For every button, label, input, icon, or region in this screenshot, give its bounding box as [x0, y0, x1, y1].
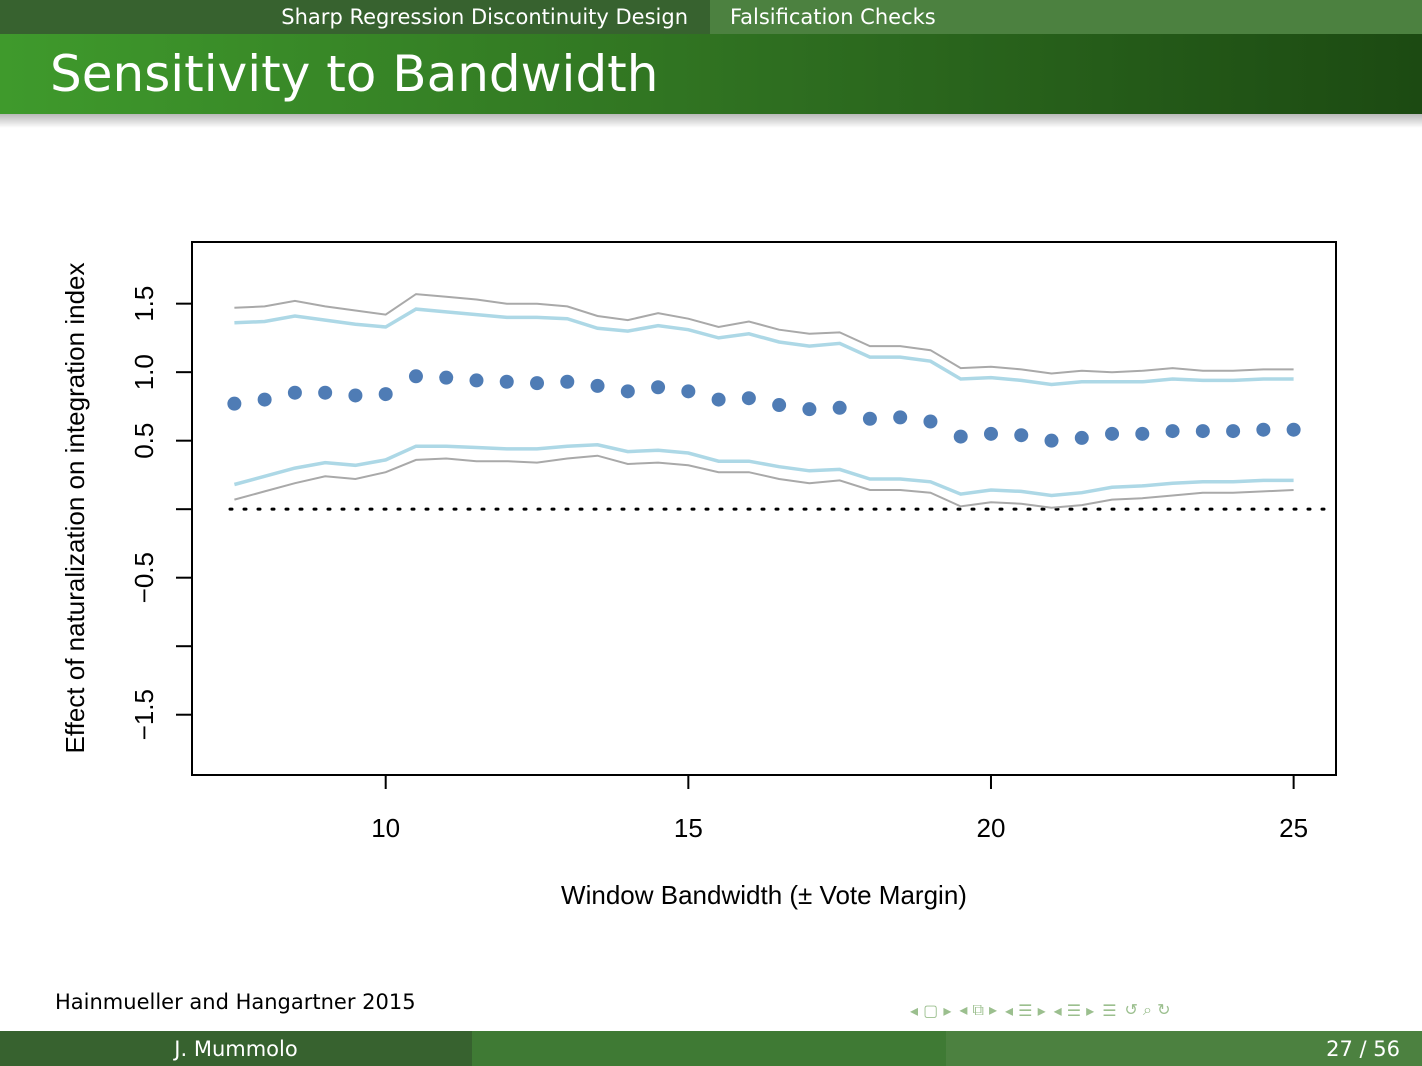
beamer-navigation-controls: ◂ ▢ ▸ ◂ ⧉ ▸ ◂ ☰ ▸ ◂ ☰ ▸ ☰ ↺ ⌕ ↻: [910, 996, 1380, 1024]
ci90-upper-line: [234, 307, 1294, 387]
estimate-point: [862, 411, 877, 426]
estimate-point: [1256, 422, 1271, 437]
estimate-point: [620, 384, 635, 399]
estimate-point: [1074, 430, 1089, 445]
x-tick-label: 20: [977, 813, 1006, 843]
estimate-point: [378, 387, 393, 402]
estimate-point: [711, 392, 726, 407]
title-bar: Sensitivity to Bandwidth: [0, 34, 1422, 114]
y-tick-label: 1.0: [129, 354, 159, 390]
search-back-icon[interactable]: ↺ ⌕ ↻: [1124, 1000, 1171, 1019]
estimate-point: [983, 426, 998, 441]
document-outline-icon[interactable]: ☰: [1102, 1000, 1117, 1020]
y-tick-label: −1.5: [129, 689, 159, 740]
estimate-point: [499, 374, 514, 389]
estimate-point: [1165, 424, 1180, 439]
estimate-point: [408, 369, 423, 384]
frame-back-icon[interactable]: ◂ ▢ ▸: [910, 1000, 952, 1020]
x-tick-label: 15: [674, 813, 703, 843]
estimate-point: [1135, 426, 1150, 441]
estimate-point: [1105, 426, 1120, 441]
section-back-icon[interactable]: ◂ ☰ ▸: [1005, 1000, 1046, 1020]
estimate-point: [953, 429, 968, 444]
estimate-point: [832, 400, 847, 415]
nav-section[interactable]: Sharp Regression Discontinuity Design: [0, 0, 710, 34]
y-tick-label: 0.5: [129, 423, 159, 459]
ci95-lower-line: [234, 454, 1294, 509]
estimate-point: [318, 385, 333, 400]
y-tick-label: −0.5: [129, 552, 159, 603]
x-axis-label: Window Bandwidth (± Vote Margin): [561, 880, 967, 910]
footer-page-number: 27 / 56: [946, 1031, 1422, 1066]
estimate-point: [590, 378, 605, 393]
source-citation: Hainmueller and Hangartner 2015: [55, 990, 416, 1014]
estimate-point: [439, 370, 454, 385]
subsection-back-icon[interactable]: ◂ ⧉ ▸: [959, 1000, 998, 1019]
estimate-point: [1195, 424, 1210, 439]
estimate-point: [1226, 424, 1241, 439]
footer-author: J. Mummolo: [0, 1031, 472, 1066]
estimate-point: [287, 385, 302, 400]
nav-subsection[interactable]: Falsification Checks: [710, 0, 1422, 34]
estimate-point: [530, 376, 545, 391]
estimate-point: [802, 402, 817, 417]
title-shadow: [0, 114, 1422, 128]
ci90-lower-line: [233, 443, 1294, 498]
estimate-point: [560, 374, 575, 389]
estimate-point: [651, 380, 666, 395]
footer-bar: J. Mummolo 27 / 56: [0, 1031, 1422, 1066]
x-tick-label: 25: [1279, 813, 1308, 843]
estimate-point: [923, 414, 938, 429]
ci95-upper-line: [234, 293, 1294, 375]
estimate-point: [257, 392, 272, 407]
estimate-point: [681, 384, 696, 399]
y-axis-label: Effect of naturalization on integration …: [60, 263, 90, 754]
estimate-point: [741, 391, 756, 406]
estimate-point: [1286, 422, 1301, 437]
estimate-point: [1044, 433, 1059, 448]
estimate-point: [893, 410, 908, 425]
estimate-point: [348, 388, 363, 403]
estimate-point: [772, 398, 787, 413]
x-tick-label: 10: [371, 813, 400, 843]
slide-title: Sensitivity to Bandwidth: [50, 45, 659, 103]
top-navigation: Sharp Regression Discontinuity Design Fa…: [0, 0, 1422, 34]
y-tick-label: 1.5: [129, 286, 159, 322]
footer-middle: [472, 1031, 946, 1066]
estimate-point: [469, 373, 484, 388]
estimate-point: [227, 396, 242, 411]
estimate-point: [1014, 428, 1029, 443]
section-forward-icon[interactable]: ◂ ☰ ▸: [1053, 1000, 1095, 1020]
